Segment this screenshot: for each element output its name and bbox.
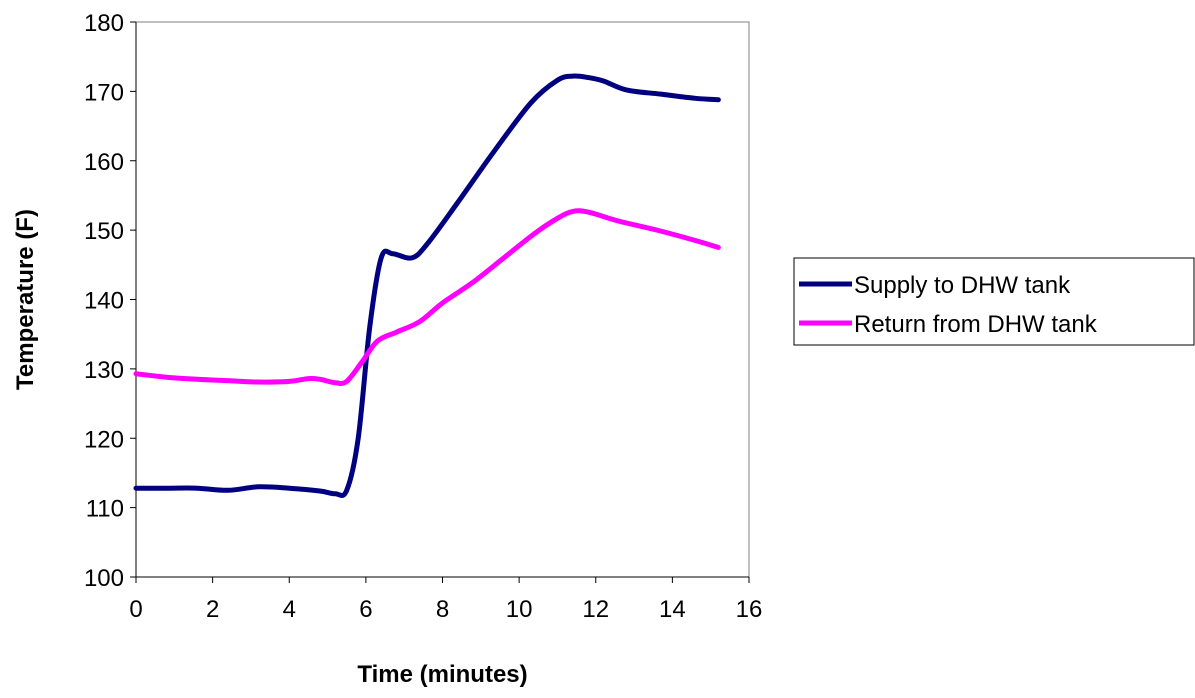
x-tick-label: 8 [436,596,449,623]
legend-item-supply: Supply to DHW tank [799,272,1071,299]
y-tick-label: 180 [84,10,124,37]
x-tick-label: 12 [582,596,609,623]
y-tick-label: 110 [86,496,124,523]
y-tick-label: 170 [84,79,124,106]
plot-frame [135,21,750,578]
x-tick-label: 16 [736,596,763,623]
y-tick-label: 160 [84,149,124,176]
legend: Supply to DHW tank Return from DHW tank [793,257,1195,346]
y-tick-label: 140 [84,288,124,315]
series-line-supply [133,73,721,498]
legend-frame [793,257,1195,346]
x-axis-title: Time (minutes) [357,661,527,688]
series-lines [133,73,721,498]
y-tick-label: 130 [84,357,124,384]
y-tick-label: 150 [84,218,124,245]
x-tick-label: 0 [129,596,142,623]
y-tick-label: 100 [84,565,124,592]
x-tick-label: 4 [283,596,296,623]
legend-label-return: Return from DHW tank [854,311,1098,338]
legend-item-return: Return from DHW tank [799,311,1098,338]
x-tick-label: 14 [659,596,686,623]
x-tick-label: 2 [206,596,219,623]
y-axis-title: Temperature (F) [12,209,39,390]
legend-label-supply: Supply to DHW tank [854,272,1071,299]
plot-area [135,21,750,578]
y-tick-label: 120 [84,426,124,453]
x-tick-label: 6 [359,596,372,623]
y-axis-ticks: 100 110 120 130 140 150 160 170 180 [84,10,136,592]
x-axis-ticks: 0 2 4 6 8 10 12 14 16 [129,577,762,623]
series-line-return [133,208,721,386]
x-tick-label: 10 [506,596,533,623]
